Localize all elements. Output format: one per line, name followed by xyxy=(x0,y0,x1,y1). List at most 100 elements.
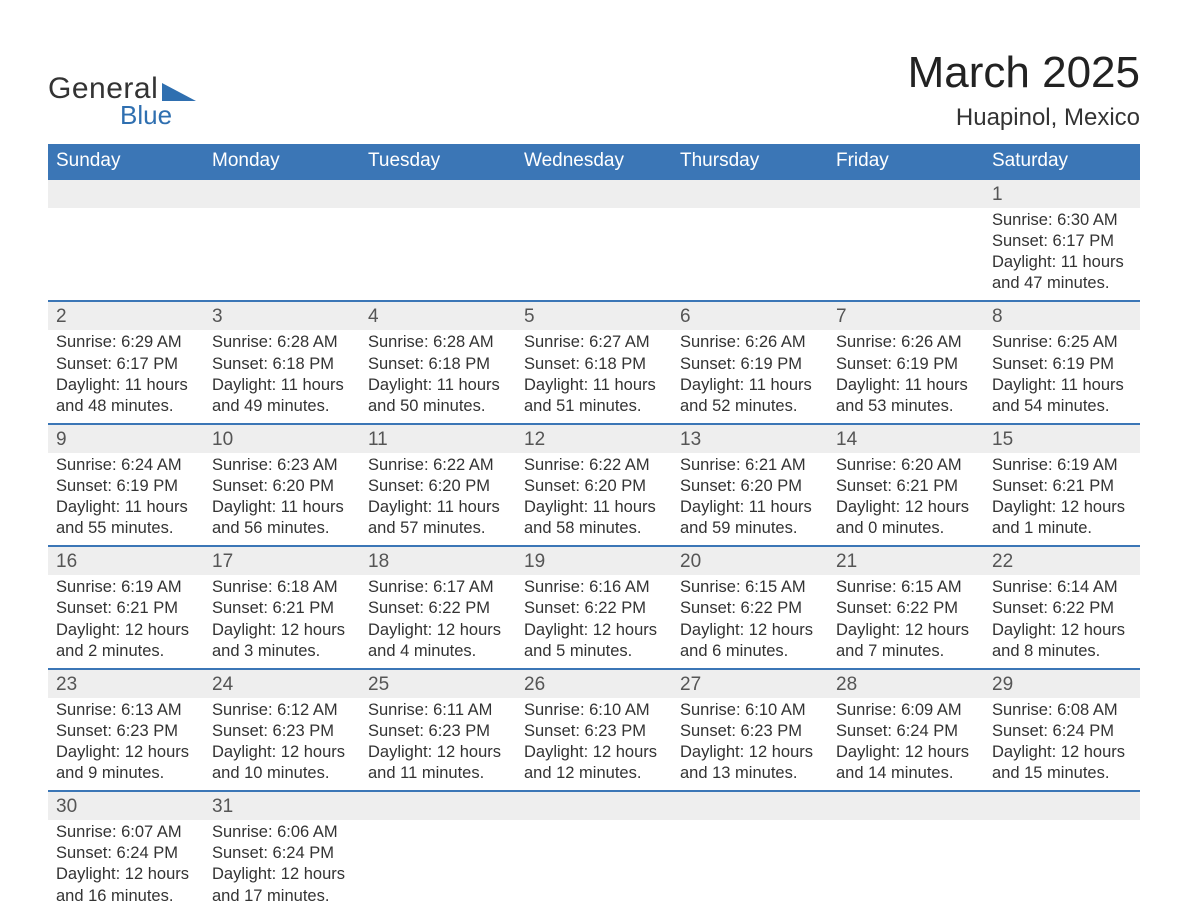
day-detail-cell: Sunrise: 6:25 AMSunset: 6:19 PMDaylight:… xyxy=(984,330,1140,423)
day-sr: Sunrise: 6:18 AM xyxy=(212,577,352,598)
day-d2: and 47 minutes. xyxy=(992,273,1132,294)
day-number: 8 xyxy=(984,302,1140,330)
day-d2: and 51 minutes. xyxy=(524,396,664,417)
day-d2: and 9 minutes. xyxy=(56,763,196,784)
day-ss: Sunset: 6:19 PM xyxy=(680,354,820,375)
brand-logo: General Blue xyxy=(48,72,196,131)
day-number-cell: 8 xyxy=(984,301,1140,330)
day-number-cell: 25 xyxy=(360,669,516,698)
day-sr: Sunrise: 6:19 AM xyxy=(56,577,196,598)
day-number-cell xyxy=(672,179,828,208)
day-sr: Sunrise: 6:20 AM xyxy=(836,455,976,476)
week-detail-row: Sunrise: 6:07 AMSunset: 6:24 PMDaylight:… xyxy=(48,820,1140,912)
day-d2: and 4 minutes. xyxy=(368,641,508,662)
day-number: 12 xyxy=(516,425,672,453)
day-d2: and 14 minutes. xyxy=(836,763,976,784)
day-d1: Daylight: 12 hours xyxy=(836,742,976,763)
day-detail-cell xyxy=(516,208,672,301)
day-number-cell xyxy=(360,179,516,208)
week-daynum-row: 9101112131415 xyxy=(48,424,1140,453)
day-ss: Sunset: 6:19 PM xyxy=(56,476,196,497)
day-detail-cell: Sunrise: 6:28 AMSunset: 6:18 PMDaylight:… xyxy=(360,330,516,423)
day-sr: Sunrise: 6:16 AM xyxy=(524,577,664,598)
day-detail-cell: Sunrise: 6:27 AMSunset: 6:18 PMDaylight:… xyxy=(516,330,672,423)
empty-day xyxy=(360,180,516,208)
day-detail: Sunrise: 6:19 AMSunset: 6:21 PMDaylight:… xyxy=(984,453,1140,545)
day-detail-cell: Sunrise: 6:23 AMSunset: 6:20 PMDaylight:… xyxy=(204,453,360,546)
day-d1: Daylight: 12 hours xyxy=(212,864,352,885)
day-ss: Sunset: 6:24 PM xyxy=(836,721,976,742)
day-number-cell: 5 xyxy=(516,301,672,330)
day-detail-cell: Sunrise: 6:15 AMSunset: 6:22 PMDaylight:… xyxy=(672,575,828,668)
day-number-cell: 1 xyxy=(984,179,1140,208)
day-sr: Sunrise: 6:25 AM xyxy=(992,332,1132,353)
day-detail: Sunrise: 6:23 AMSunset: 6:20 PMDaylight:… xyxy=(204,453,360,545)
day-detail-cell xyxy=(672,820,828,912)
day-detail-cell: Sunrise: 6:10 AMSunset: 6:23 PMDaylight:… xyxy=(672,698,828,791)
day-ss: Sunset: 6:22 PM xyxy=(680,598,820,619)
week-detail-row: Sunrise: 6:24 AMSunset: 6:19 PMDaylight:… xyxy=(48,453,1140,546)
week-detail-row: Sunrise: 6:29 AMSunset: 6:17 PMDaylight:… xyxy=(48,330,1140,423)
day-number: 23 xyxy=(48,670,204,698)
day-d1: Daylight: 12 hours xyxy=(524,742,664,763)
day-ss: Sunset: 6:19 PM xyxy=(836,354,976,375)
week-detail-row: Sunrise: 6:13 AMSunset: 6:23 PMDaylight:… xyxy=(48,698,1140,791)
day-detail-cell xyxy=(48,208,204,301)
day-ss: Sunset: 6:23 PM xyxy=(368,721,508,742)
empty-day xyxy=(516,792,672,820)
day-number: 27 xyxy=(672,670,828,698)
day-d1: Daylight: 11 hours xyxy=(368,497,508,518)
empty-day xyxy=(672,792,828,820)
empty-day xyxy=(48,180,204,208)
day-detail-cell: Sunrise: 6:10 AMSunset: 6:23 PMDaylight:… xyxy=(516,698,672,791)
day-sr: Sunrise: 6:19 AM xyxy=(992,455,1132,476)
calendar-header-row: SundayMondayTuesdayWednesdayThursdayFrid… xyxy=(48,144,1140,179)
day-detail: Sunrise: 6:19 AMSunset: 6:21 PMDaylight:… xyxy=(48,575,204,667)
day-detail-cell xyxy=(828,208,984,301)
day-ss: Sunset: 6:18 PM xyxy=(212,354,352,375)
week-daynum-row: 16171819202122 xyxy=(48,546,1140,575)
day-detail: Sunrise: 6:22 AMSunset: 6:20 PMDaylight:… xyxy=(516,453,672,545)
day-number: 28 xyxy=(828,670,984,698)
day-detail: Sunrise: 6:25 AMSunset: 6:19 PMDaylight:… xyxy=(984,330,1140,422)
day-ss: Sunset: 6:17 PM xyxy=(56,354,196,375)
day-d2: and 12 minutes. xyxy=(524,763,664,784)
day-d2: and 3 minutes. xyxy=(212,641,352,662)
day-d2: and 16 minutes. xyxy=(56,886,196,907)
day-d1: Daylight: 12 hours xyxy=(992,497,1132,518)
day-detail-cell xyxy=(360,820,516,912)
weekday-header: Monday xyxy=(204,144,360,179)
day-detail-cell: Sunrise: 6:07 AMSunset: 6:24 PMDaylight:… xyxy=(48,820,204,912)
day-number-cell: 12 xyxy=(516,424,672,453)
day-ss: Sunset: 6:23 PM xyxy=(524,721,664,742)
day-d2: and 53 minutes. xyxy=(836,396,976,417)
day-d1: Daylight: 11 hours xyxy=(212,375,352,396)
page: General Blue March 2025 Huapinol, Mexico… xyxy=(0,0,1188,918)
day-ss: Sunset: 6:20 PM xyxy=(680,476,820,497)
day-detail-cell: Sunrise: 6:24 AMSunset: 6:19 PMDaylight:… xyxy=(48,453,204,546)
day-ss: Sunset: 6:20 PM xyxy=(212,476,352,497)
day-number: 5 xyxy=(516,302,672,330)
week-daynum-row: 23242526272829 xyxy=(48,669,1140,698)
day-number-cell: 3 xyxy=(204,301,360,330)
day-detail: Sunrise: 6:30 AMSunset: 6:17 PMDaylight:… xyxy=(984,208,1140,300)
day-detail-cell: Sunrise: 6:21 AMSunset: 6:20 PMDaylight:… xyxy=(672,453,828,546)
day-ss: Sunset: 6:18 PM xyxy=(524,354,664,375)
day-number-cell: 28 xyxy=(828,669,984,698)
day-detail-cell xyxy=(984,820,1140,912)
day-ss: Sunset: 6:22 PM xyxy=(524,598,664,619)
week-daynum-row: 3031 xyxy=(48,791,1140,820)
day-d1: Daylight: 12 hours xyxy=(212,620,352,641)
day-detail: Sunrise: 6:26 AMSunset: 6:19 PMDaylight:… xyxy=(828,330,984,422)
day-number: 4 xyxy=(360,302,516,330)
day-number-cell: 2 xyxy=(48,301,204,330)
day-d1: Daylight: 12 hours xyxy=(836,497,976,518)
day-detail-cell: Sunrise: 6:26 AMSunset: 6:19 PMDaylight:… xyxy=(672,330,828,423)
day-detail-cell: Sunrise: 6:08 AMSunset: 6:24 PMDaylight:… xyxy=(984,698,1140,791)
day-number-cell: 15 xyxy=(984,424,1140,453)
day-sr: Sunrise: 6:30 AM xyxy=(992,210,1132,231)
day-number: 20 xyxy=(672,547,828,575)
day-number: 1 xyxy=(984,180,1140,208)
day-detail-cell: Sunrise: 6:19 AMSunset: 6:21 PMDaylight:… xyxy=(48,575,204,668)
day-detail-cell xyxy=(516,820,672,912)
